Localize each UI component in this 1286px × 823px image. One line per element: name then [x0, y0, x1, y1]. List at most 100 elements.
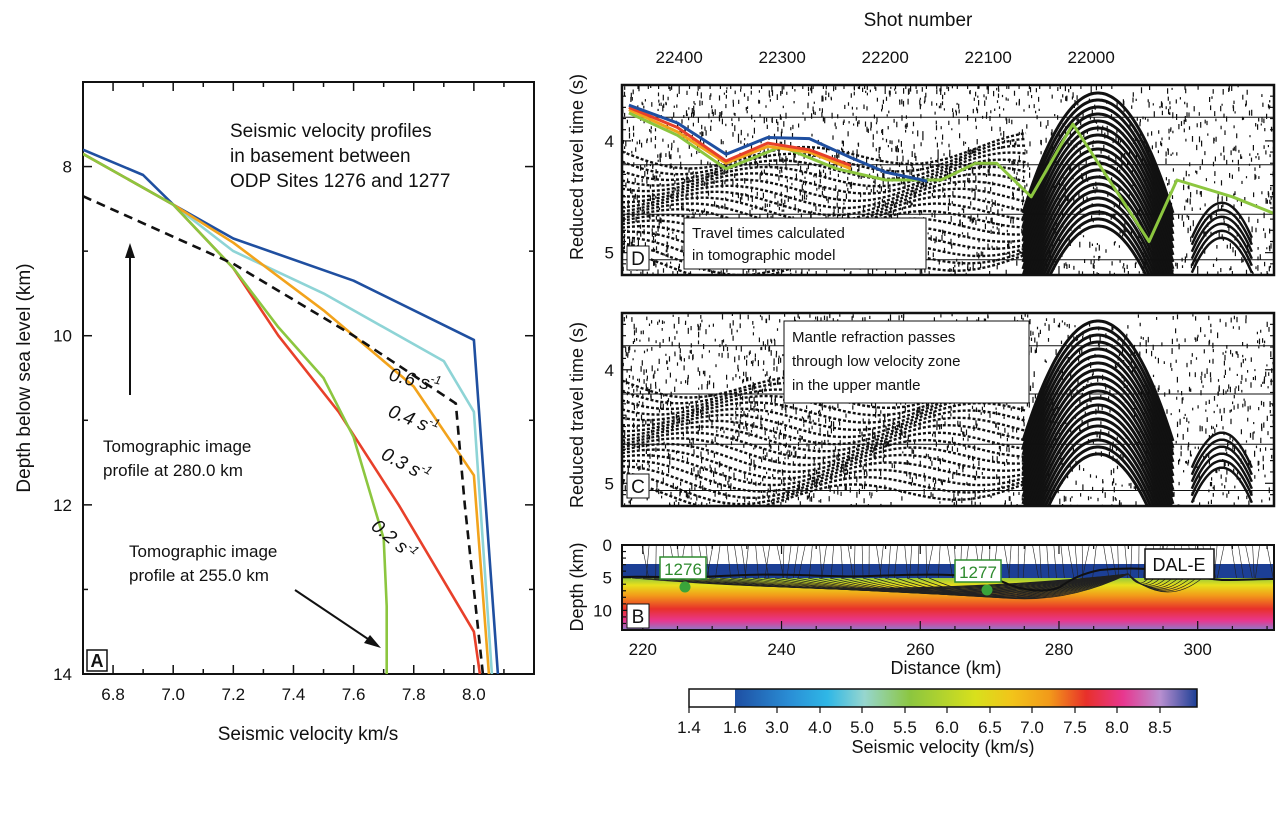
panel-c-annotation-line-3: in the upper mantle — [792, 377, 920, 394]
b-ytick-label: 10 — [593, 601, 612, 620]
ray-path-shallow — [1214, 545, 1218, 579]
panel-c-ylabel: Reduced travel time (s) — [567, 322, 587, 508]
seismic-reflector — [622, 144, 1027, 182]
panel-d-frame — [620, 83, 1276, 277]
ray-path-shallow — [726, 545, 731, 579]
ray-path-shallow — [1252, 545, 1255, 579]
b-xtick-label: 240 — [767, 640, 795, 659]
ray-path-shallow — [764, 545, 771, 579]
seismic-hyperbola — [1028, 175, 1168, 275]
panel-c-annotation-line-1: Mantle refraction passes — [792, 329, 955, 346]
panel-b-letter: B — [632, 607, 645, 628]
site-1276-label: 1276 — [664, 560, 702, 579]
colorbar-tick-label: 1.4 — [677, 718, 701, 737]
seismic-reflector — [622, 409, 1027, 446]
seismic-hyperbola — [1021, 347, 1175, 470]
panel-a: 6.8 7.0 7.2 7.4 7.6 7.8 8.0 8 10 12 14 Seismic vel… — [14, 81, 535, 745]
profile-line-0 — [83, 148, 500, 674]
ray-path-shallow — [830, 545, 834, 579]
colorbar: 1.4 1.6 3.0 4.0 5.0 5.5 6.0 6.5 7.0 7.5 8.0 8.5 Sei… — [677, 688, 1198, 757]
site-1276-box — [659, 556, 707, 580]
panel-d-annotation-line-1: Travel times calculated — [692, 225, 845, 242]
seismic-hyperbola — [1030, 410, 1166, 506]
shot-tick-label: 22400 — [656, 48, 703, 67]
ray-path-shallow — [1060, 545, 1065, 579]
seismic-reflector — [622, 471, 1027, 506]
a-xtick-label: 7.0 — [161, 685, 185, 704]
panel-a-title-line-2: in basement between — [230, 146, 411, 167]
colorbar-tick-label: 6.0 — [935, 718, 959, 737]
annotation-arrowhead-255 — [364, 635, 381, 648]
ray-path-shallow — [741, 545, 747, 579]
seismic-reflector — [622, 380, 1027, 417]
ray-path-shallow — [894, 545, 898, 579]
seismic-hyperbola — [1025, 396, 1171, 506]
annotation-255-line-1: Tomographic image — [129, 542, 277, 561]
ray-path-shallow — [645, 545, 650, 579]
b-ytick-label: 5 — [603, 569, 612, 588]
panel-c-letter-box — [626, 473, 650, 499]
ray-path-deep — [884, 573, 1129, 598]
shot-tick-label: 22100 — [965, 48, 1012, 67]
seismic-reflector — [622, 478, 1027, 506]
panel-a-frame — [82, 81, 535, 675]
ray-path-shallow — [887, 545, 891, 579]
panel-b: 220 240 260 280 300 0 5 10 1276 1277 DAL-E B Di… — [567, 536, 1275, 757]
shot-tick-label: 22300 — [759, 48, 806, 67]
ray-path-shallow — [1003, 545, 1010, 579]
profile-label-box — [1144, 548, 1215, 580]
panel-c-frame — [620, 311, 1276, 508]
panel-c-annotation-box — [783, 320, 1030, 404]
ray-path-shallow — [1124, 545, 1129, 579]
seismic-hyperbola — [1021, 154, 1175, 275]
ray-path-shallow — [1110, 545, 1117, 579]
seismic-reflector — [622, 423, 1027, 460]
seismic-hyperbola — [1021, 119, 1175, 242]
ray-path-deep — [906, 573, 1129, 599]
site-1277-box — [954, 559, 1002, 583]
ray-path-shallow — [904, 545, 908, 579]
seismic-reflector — [622, 402, 1027, 439]
seismic-hyperbola — [1040, 438, 1156, 506]
shot-number-label: Shot number — [864, 10, 973, 31]
panel-c-letter: C — [631, 477, 645, 498]
travel-time-trace-3 — [628, 103, 928, 183]
colorbar-tick-label: 3.0 — [765, 718, 789, 737]
panel-a-title-line-1: Seismic velocity profiles — [230, 121, 432, 142]
seismic-hyperbola — [1021, 126, 1175, 249]
panel-d-annotation-box — [683, 217, 927, 270]
ray-path-shallow — [1074, 545, 1079, 579]
ray-path-shallow — [1008, 545, 1012, 579]
colorbar-tick-label: 4.0 — [808, 718, 832, 737]
seismic-reflector — [622, 131, 1027, 170]
annotation-280-line-1: Tomographic image — [103, 437, 251, 456]
profile-label: DAL-E — [1152, 555, 1205, 575]
c-ytick-label: 5 — [605, 474, 614, 493]
seismic-event — [1190, 229, 1253, 267]
ray-path-shallow — [947, 545, 953, 579]
seismic-reflector — [622, 446, 1027, 480]
colorbar-gradient — [735, 689, 1197, 707]
colorbar-frame — [688, 688, 1198, 708]
ray-path-shallow — [937, 545, 941, 579]
seismic-reflector — [622, 465, 1027, 499]
annotation-arrowhead-280 — [125, 243, 135, 258]
seismic-reflector — [622, 416, 1027, 453]
seismic-event — [1190, 459, 1253, 497]
seismic-hyperbola — [1021, 140, 1175, 263]
seismic-reflector — [622, 453, 1027, 487]
ray-path-deep — [840, 573, 1129, 596]
seismic-hyperbola — [1021, 98, 1175, 221]
d-ytick-label: 5 — [605, 244, 614, 263]
ray-path-shallow — [879, 545, 884, 579]
seismic-event — [1190, 222, 1253, 260]
panel-d-annotation-line-2: in tomographic model — [692, 247, 835, 264]
seismic-hyperbola — [1021, 354, 1175, 477]
seismic-hyperbola — [1021, 105, 1175, 228]
panel-a-letter: A — [91, 651, 104, 671]
ray-path-shallow — [1231, 545, 1237, 579]
ray-path-shallow — [1245, 545, 1253, 579]
seismic-hyperbola — [1045, 217, 1151, 275]
ray-path-shallow — [1039, 545, 1042, 579]
